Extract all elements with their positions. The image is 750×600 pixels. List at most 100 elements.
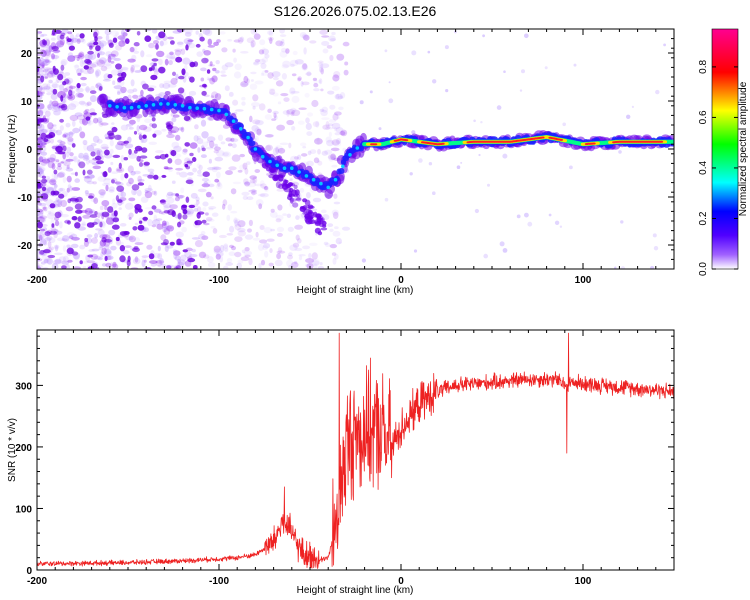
spectrogram-noise-blob (54, 211, 62, 218)
spectrogram-noise-cell (269, 88, 276, 92)
spectrogram-noise-cell (46, 72, 54, 78)
spectrogram-noise-cell (90, 95, 99, 102)
spectrogram-noise-blob (108, 42, 114, 48)
spectrogram-noise-cell (166, 133, 175, 139)
spectrogram-noise-cell (204, 29, 213, 37)
spectrogram-noise-cell (42, 60, 52, 64)
spectrogram-noise-cell (214, 93, 222, 101)
spectrogram-noise-cell (222, 244, 229, 252)
spectrogram-sparse-cell (413, 249, 418, 253)
spectrogram-noise-cell (321, 214, 330, 221)
spectrogram-noise-cell (263, 242, 271, 249)
spectrogram-noise-blob (142, 83, 149, 90)
spectrogram-noise-cell (63, 88, 68, 93)
spectrogram-noise-cell (49, 100, 53, 106)
spectrogram-noise-cell (196, 206, 202, 213)
spectrogram-noise-cell (51, 37, 56, 41)
spectrogram-noise-cell (129, 119, 136, 125)
spectrogram-noise-cell (153, 69, 159, 76)
spectrogram-noise-cell (214, 178, 220, 183)
spectrogram-noise-cell (52, 124, 57, 127)
spectrogram-noise-cell (260, 62, 267, 69)
spectrogram-noise-blob (177, 221, 182, 228)
spectrogram-noise-blob (186, 160, 193, 164)
spectrogram-sparse-cell (650, 266, 655, 269)
spectrogram-noise-cell (285, 48, 290, 54)
spectrogram-noise-cell (85, 158, 90, 165)
spectrogram-noise-cell (125, 123, 132, 131)
spectrogram-noise-cell (76, 68, 83, 75)
spectrogram-sparse-cell (427, 50, 431, 54)
spectrogram-noise-blob (41, 178, 48, 184)
spectrogram-frame (36, 28, 675, 270)
spectrogram-noise-cell (67, 137, 74, 142)
spectrogram-noise-cell (222, 152, 229, 157)
spectrogram-noise-cell (111, 122, 115, 125)
spectrogram-noise-cell (147, 219, 153, 227)
spectrogram-heatmap (37, 29, 674, 269)
spectrogram-noise-cell (86, 145, 95, 152)
spectrogram-noise-cell (120, 241, 124, 246)
spectrogram-noise-cell (178, 127, 184, 131)
spectrogram-noise-cell (67, 31, 73, 35)
spectrogram-noise-cell (127, 214, 131, 219)
spectrogram-noise-cell (202, 141, 209, 148)
spectrogram-noise-cell (237, 220, 246, 228)
spectrogram-noise-cell (86, 120, 94, 125)
spectrogram-branch-cell (278, 183, 284, 189)
spectrogram-noise-blob (116, 185, 125, 192)
spectrogram-noise-cell (297, 238, 302, 244)
spectrogram-noise-cell (120, 124, 128, 131)
spectrogram-noise-blob (57, 73, 64, 81)
spectrogram-noise-cell (108, 186, 115, 192)
spectrogram-noise-cell (71, 187, 81, 191)
spectrogram-noise-cell (276, 188, 285, 192)
spectrogram-noise-cell (95, 58, 105, 65)
spectrogram-noise-cell (302, 62, 308, 70)
spectrogram-noise-cell (260, 193, 269, 198)
spectrogram-noise-cell (62, 97, 67, 104)
spectrogram-noise-cell (39, 107, 48, 114)
spectrogram-noise-cell (110, 161, 114, 166)
spectrogram-noise-cell (249, 83, 258, 90)
spectrogram-noise-cell (97, 212, 101, 219)
spectrogram-sparse-cell (432, 191, 436, 195)
spectrogram-noise-cell (37, 53, 42, 57)
spectrogram-noise-blob (151, 65, 155, 71)
spectrogram-noise-cell (163, 203, 172, 209)
spectrogram-noise-cell (198, 251, 207, 259)
spectrogram-noise-cell (261, 48, 269, 55)
spectrogram-noise-blob (59, 34, 65, 40)
spectrogram-noise-cell (65, 158, 74, 162)
spectrogram-noise-cell (37, 90, 40, 97)
spectrogram-noise-cell (124, 202, 134, 210)
spectrogram-noise-cell (272, 92, 279, 97)
spectrogram-noise-blob (196, 212, 201, 219)
spectrogram-noise-cell (171, 141, 180, 149)
spectrogram-noise-cell (37, 264, 44, 269)
spectrogram-noise-cell (66, 164, 70, 169)
spectrogram-ridge-bright (246, 135, 250, 140)
spectrogram-noise-cell (130, 67, 134, 74)
spectrogram-noise-cell (211, 166, 218, 173)
spectrogram-noise-cell (251, 125, 259, 132)
spectrogram-noise-blob (43, 40, 48, 46)
spectrogram-noise-cell (101, 146, 109, 150)
spectrogram-noise-cell (287, 226, 294, 232)
spectrogram-noise-cell (220, 250, 224, 257)
spectrogram-noise-cell (305, 122, 312, 131)
spectrogram-noise-cell (101, 247, 107, 255)
spectrogram-sparse-cell (620, 266, 626, 269)
spectrogram-noise-cell (293, 156, 300, 160)
spectrogram-noise-cell (295, 215, 300, 220)
spectrogram-noise-cell (76, 37, 85, 43)
spectrogram-noise-cell (321, 35, 330, 38)
spectrogram-noise-cell (132, 94, 139, 99)
spectrogram-noise-cell (157, 245, 161, 252)
spectrogram-noise-cell (321, 41, 330, 46)
spectrogram-noise-cell (91, 237, 98, 244)
spectrogram-noise-blob (151, 117, 156, 122)
spectrogram-noise-cell (43, 67, 52, 71)
spectrogram-noise-cell (59, 125, 64, 131)
spectrogram-noise-cell (309, 40, 317, 44)
